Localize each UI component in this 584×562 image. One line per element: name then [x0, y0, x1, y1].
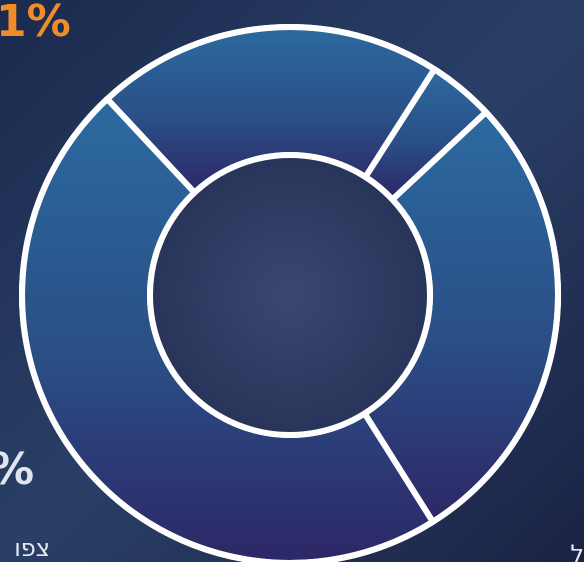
donut-outline — [19, 24, 561, 562]
annotation: % — [0, 444, 34, 495]
annotation: צפו — [14, 534, 50, 562]
annotation: ל — [570, 540, 584, 562]
donut-hole — [147, 152, 433, 438]
annotation: 1% — [0, 0, 71, 47]
